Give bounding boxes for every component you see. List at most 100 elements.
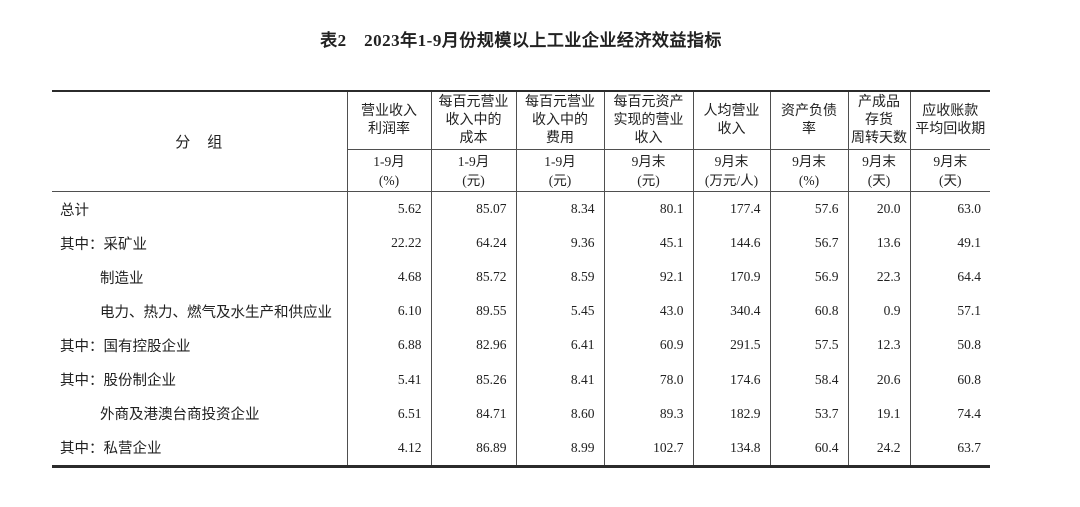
data-cell: 22.3	[847, 260, 910, 295]
data-cell: 6.10	[346, 294, 431, 329]
data-cell: 56.9	[769, 260, 848, 295]
data-cell: 6.88	[346, 328, 431, 363]
data-cell: 78.0	[603, 362, 693, 397]
data-cell: 134.8	[692, 430, 770, 467]
data-cell: 57.6	[769, 191, 848, 227]
row-label: 其中：国有控股企业	[60, 338, 191, 355]
data-cell: 8.41	[515, 362, 604, 397]
data-cell: 9.36	[515, 226, 604, 261]
column-period-unit: 9月末 (%)	[769, 149, 848, 192]
row-label: 其中：私营企业	[60, 441, 162, 458]
data-cell: 49.1	[909, 226, 990, 261]
data-cell: 102.7	[603, 430, 693, 467]
data-cell: 85.72	[430, 260, 516, 295]
column-header: 应收账款 平均回收期	[909, 91, 990, 150]
column-period-unit: 9月末 (天)	[847, 149, 910, 192]
header-row-periods: 1-9月 (%) 1-9月 (元) 1-9月 (元) 9月末 (元) 9月末 (万元/人) 9月末(…	[52, 149, 990, 192]
table-row: 其中：采矿业 22.22 64.24 9.36 45.1 144.6 56.7 13.6 49.…	[52, 226, 990, 261]
column-period-unit: 1-9月 (%)	[346, 149, 431, 192]
data-cell: 0.9	[847, 294, 910, 329]
data-cell: 53.7	[769, 396, 848, 431]
data-cell: 45.1	[603, 226, 693, 261]
data-cell: 43.0	[603, 294, 693, 329]
data-cell: 144.6	[692, 226, 770, 261]
data-cell: 6.41	[515, 328, 604, 363]
data-cell: 19.1	[847, 396, 910, 431]
data-cell: 92.1	[603, 260, 693, 295]
column-header: 人均营业 收入	[692, 91, 770, 150]
table-row: 其中：私营企业 4.12 86.89 8.99 102.7 134.8 60.4 24.2 63…	[52, 430, 990, 467]
column-period-unit: 1-9月 (元)	[430, 149, 516, 192]
data-cell: 50.8	[909, 328, 990, 363]
data-cell: 57.5	[769, 328, 848, 363]
data-cell: 4.12	[346, 430, 431, 467]
table-row: 制造业 4.68 85.72 8.59 92.1 170.9 56.9 22.3 64.4	[52, 260, 990, 295]
data-cell: 4.68	[346, 260, 431, 295]
row-label: 电力、热力、燃气及水生产和供应业	[100, 304, 332, 321]
table-row: 电力、热力、燃气及水生产和供应业 6.10 89.55 5.45 43.0 340.4 60…	[52, 294, 990, 329]
data-cell: 89.55	[430, 294, 516, 329]
table-title: 表2 2023年1-9月份规模以上工业企业经济效益指标	[320, 31, 722, 50]
row-label: 其中：采矿业	[60, 236, 147, 253]
row-label: 制造业	[100, 270, 144, 287]
column-header: 资产负债率	[769, 91, 848, 150]
data-cell: 5.45	[515, 294, 604, 329]
statistics-table: 分 组营业收入 利润率 每百元营业 收入中的 成本 每百元营业 收入中的 费用 每百元资产 实现的…	[52, 90, 990, 468]
data-cell: 86.89	[430, 430, 516, 467]
data-cell: 20.6	[847, 362, 910, 397]
data-cell: 60.9	[603, 328, 693, 363]
column-header: 营业收入 利润率	[346, 91, 431, 150]
column-header: 每百元资产 实现的营业 收入	[603, 91, 693, 150]
data-cell: 80.1	[603, 191, 693, 227]
data-cell: 6.51	[346, 396, 431, 431]
data-cell: 8.99	[515, 430, 604, 467]
data-cell: 64.24	[430, 226, 516, 261]
table-body: 总计 5.62 85.07 8.34 80.1 177.4 57.6 20.0 63.0 其中：采…	[52, 191, 990, 467]
data-cell: 5.62	[346, 191, 431, 227]
table-row: 其中：股份制企业 5.41 85.26 8.41 78.0 174.6 58.4 20.6 60…	[52, 362, 990, 397]
data-cell: 182.9	[692, 396, 770, 431]
data-cell: 56.7	[769, 226, 848, 261]
row-label: 其中：股份制企业	[60, 373, 176, 390]
data-cell: 5.41	[346, 362, 431, 397]
data-cell: 174.6	[692, 362, 770, 397]
data-cell: 13.6	[847, 226, 910, 261]
data-cell: 24.2	[847, 430, 910, 467]
data-cell: 84.71	[430, 396, 516, 431]
data-cell: 20.0	[847, 191, 910, 227]
data-cell: 8.34	[515, 191, 604, 227]
row-label: 总计	[60, 202, 89, 219]
data-cell: 8.59	[515, 260, 604, 295]
table-row: 其中：国有控股企业 6.88 82.96 6.41 60.9 291.5 57.5 12.3 5…	[52, 328, 990, 363]
data-cell: 89.3	[603, 396, 693, 431]
data-cell: 60.4	[769, 430, 848, 467]
column-period-unit: 9月末 (元)	[603, 149, 693, 192]
group-column-header: 分 组	[52, 91, 347, 192]
column-period-unit: 1-9月 (元)	[515, 149, 604, 192]
table-row: 总计 5.62 85.07 8.34 80.1 177.4 57.6 20.0 63.0	[52, 191, 990, 227]
column-header: 每百元营业 收入中的 成本	[430, 91, 516, 150]
data-cell: 64.4	[909, 260, 990, 295]
table-row: 外商及港澳台商投资企业 6.51 84.71 8.60 89.3 182.9 53.7 19.…	[52, 396, 990, 431]
column-header: 每百元营业 收入中的 费用	[515, 91, 604, 150]
header-row-names: 分 组营业收入 利润率 每百元营业 收入中的 成本 每百元营业 收入中的 费用 每百元资产 实现的…	[52, 91, 990, 192]
data-cell: 58.4	[769, 362, 848, 397]
column-period-unit: 9月末 (天)	[909, 149, 990, 192]
row-label: 外商及港澳台商投资企业	[100, 407, 260, 424]
data-cell: 82.96	[430, 328, 516, 363]
column-period-unit: 9月末 (万元/人)	[692, 149, 770, 192]
data-cell: 63.0	[909, 191, 990, 227]
data-cell: 340.4	[692, 294, 770, 329]
data-cell: 291.5	[692, 328, 770, 363]
data-cell: 60.8	[909, 362, 990, 397]
column-header: 产成品 存货 周转天数	[847, 91, 910, 150]
data-cell: 63.7	[909, 430, 990, 467]
data-cell: 60.8	[769, 294, 848, 329]
data-cell: 12.3	[847, 328, 910, 363]
data-cell: 22.22	[346, 226, 431, 261]
data-cell: 57.1	[909, 294, 990, 329]
data-cell: 85.26	[430, 362, 516, 397]
data-cell: 74.4	[909, 396, 990, 431]
table-header: 分 组营业收入 利润率 每百元营业 收入中的 成本 每百元营业 收入中的 费用 每百元资产 实现的…	[52, 91, 990, 192]
